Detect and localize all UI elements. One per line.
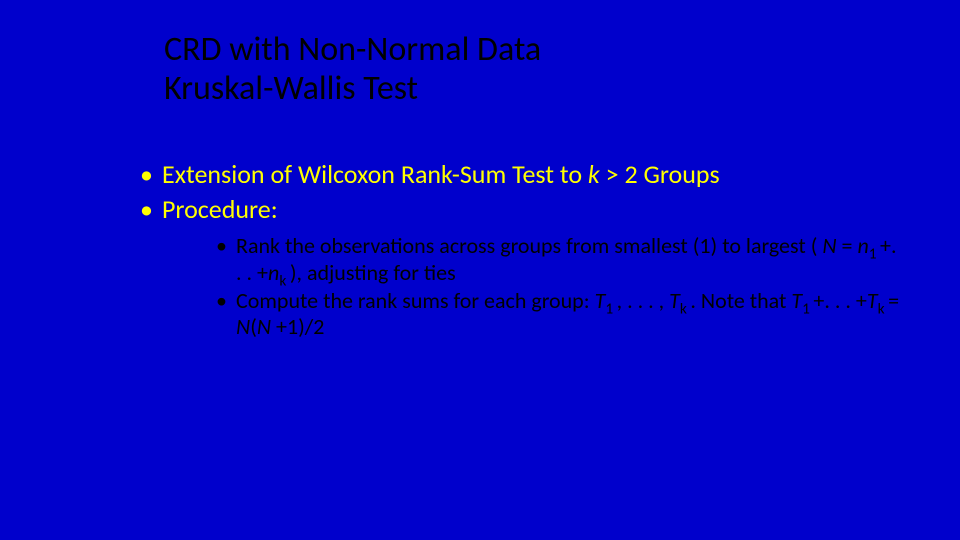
bullet-text: Procedure: [162,193,278,225]
subscript: k [878,299,888,318]
italic-N: N [822,232,836,259]
italic-T: T [867,287,878,314]
italic-N: N [257,313,276,340]
text: Compute the rank sums for each group: [236,287,595,314]
sub-bullet-1: Rank the observations across groups from… [214,233,900,286]
italic-k: k [588,158,600,190]
subscript: 1 [605,299,616,318]
italic-N: N [236,313,250,340]
text: ), adjusting for ties [290,259,456,286]
title-line-1: CRD with Non-Normal Data [164,29,541,70]
main-bullet-list: Extension of Wilcoxon Rank-Sum Test to k… [134,158,900,225]
main-bullet-1: Extension of Wilcoxon Rank-Sum Test to k… [134,158,900,191]
italic-T: T [669,287,680,314]
subscript: 1 [802,299,813,318]
text: = [888,287,899,314]
italic-T: T [595,287,606,314]
text: = [837,232,858,259]
slide: CRD with Non-Normal Data Kruskal-Wallis … [0,0,960,540]
text: Rank the observations across groups from… [236,232,822,259]
text: ( [250,313,257,340]
italic-n: n [857,232,868,259]
text: +1)/2 [276,313,324,340]
slide-title: CRD with Non-Normal Data Kruskal-Wallis … [164,30,900,108]
bullet-text: Extension of Wilcoxon Rank-Sum Test to [162,158,588,190]
text: +. . . + [813,287,867,314]
text: , . . . , [617,287,670,314]
main-bullet-2: Procedure: [134,193,900,226]
subscript: 1 [869,245,880,264]
sub-bullet-2: Compute the rank sums for each group: T1… [214,288,900,341]
italic-T: T [791,287,802,314]
bullet-text: > 2 Groups [600,158,720,190]
subscript: k [680,299,690,318]
text: . Note that [690,287,791,314]
sub-bullet-list: Rank the observations across groups from… [214,233,900,341]
title-line-2: Kruskal-Wallis Test [164,68,418,109]
italic-n: n [268,259,279,286]
